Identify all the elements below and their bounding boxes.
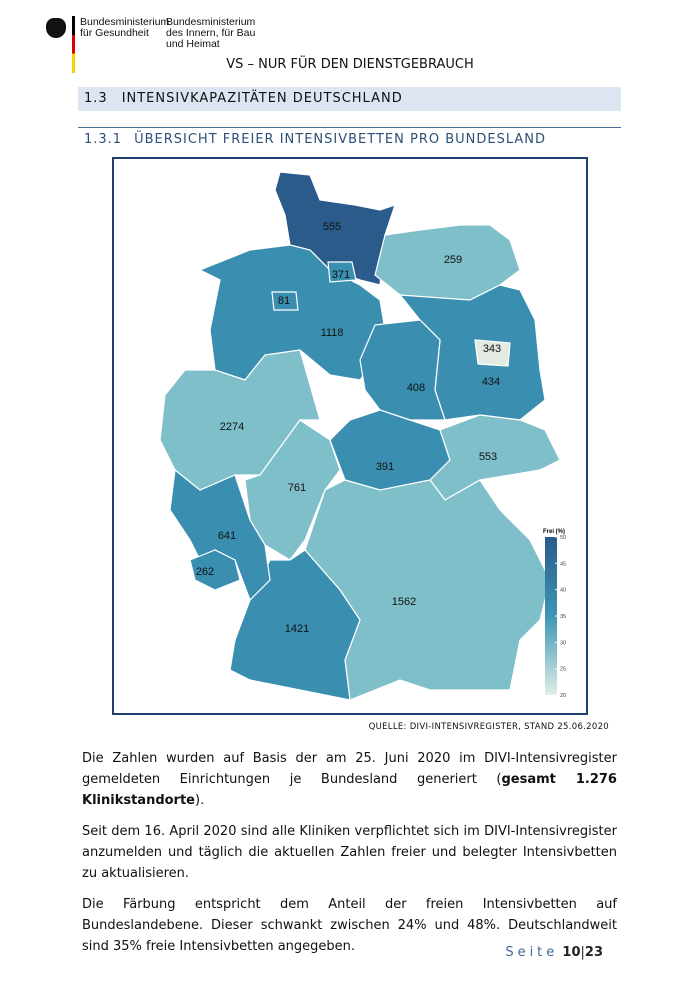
state	[429, 414, 561, 501]
state	[271, 291, 299, 311]
state	[274, 171, 396, 286]
region-label: 259	[444, 254, 462, 266]
ministry-health: Bundesministerium für Gesundheit	[80, 17, 169, 39]
text: Bundesministerium	[80, 16, 170, 28]
region-label: 391	[376, 461, 394, 473]
state	[474, 339, 511, 367]
text: für Gesundheit	[80, 27, 149, 39]
region-label: 1421	[285, 623, 309, 635]
legend: Frei (%) 20 25 30 35 40 45 50	[543, 529, 566, 699]
state	[169, 468, 271, 602]
legend-tick-label: 45	[560, 561, 566, 567]
paragraph: Die Färbung entspricht dem Anteil der fr…	[82, 897, 617, 954]
text: Bundesministerium	[166, 16, 256, 28]
section-number: 1.3	[84, 91, 108, 106]
text: und Heimat	[166, 38, 220, 50]
flag-bar	[72, 16, 75, 73]
legend-tick-label: 40	[560, 588, 566, 594]
classification: VS – NUR FÜR DEN DIENSTGEBRAUCH	[226, 57, 474, 72]
region-label: 343	[483, 343, 501, 355]
state	[327, 261, 357, 283]
region-label: 81	[278, 295, 290, 307]
region-label: 1562	[392, 596, 416, 608]
section-bar: 1.3 INTENSIVKAPAZITÄTEN DEUTSCHLAND	[78, 87, 621, 111]
rule	[78, 127, 621, 128]
region-label: 555	[323, 221, 341, 233]
text: Die Zahlen wurden auf Basis der am 25. J…	[82, 751, 617, 787]
states	[159, 171, 561, 701]
section-title: INTENSIVKAPAZITÄTEN DEUTSCHLAND	[121, 91, 403, 106]
region-label: 371	[332, 269, 350, 281]
colorbar	[545, 537, 557, 695]
page-number: 10	[562, 945, 581, 960]
paragraph: Die Zahlen wurden auf Basis der am 25. J…	[82, 748, 617, 811]
footer: Seite 10|23	[505, 945, 603, 960]
region-labels: 555 259 371 81 1118 343 434 408 2274 553…	[196, 221, 501, 635]
separator: |	[580, 945, 585, 960]
body-text: Die Zahlen wurden auf Basis der am 25. J…	[82, 748, 617, 957]
source: QUELLE: DIVI-INTENSIVREGISTER, STAND 25.…	[368, 722, 609, 732]
region-label: 553	[479, 451, 497, 463]
page-label: Seite	[505, 945, 559, 960]
legend-tick-label: 20	[560, 693, 566, 699]
subsection-number: 1.3.1	[84, 132, 123, 147]
paragraph: Seit dem 16. April 2020 sind alle Klinik…	[82, 824, 617, 881]
eagle	[46, 18, 66, 38]
legend-tick-label: 50	[560, 535, 566, 541]
region-label: 761	[288, 482, 306, 494]
state	[359, 319, 446, 421]
ministry-interior: Bundesministerium des Innern, für Bau und …	[166, 17, 255, 50]
region-label: 641	[218, 530, 236, 542]
region-label: 434	[482, 376, 500, 388]
region-label: 1118	[321, 327, 344, 339]
state	[189, 549, 241, 591]
legend-tick-label: 25	[560, 667, 566, 673]
page-total: 23	[584, 945, 603, 960]
text: ).	[195, 793, 205, 808]
text: des Innern, für Bau	[166, 27, 256, 39]
bold-text: gesamt 1.276 Klinikstandorte	[82, 772, 617, 808]
region-label: 262	[196, 566, 214, 578]
subsection-title: ÜBERSICHT FREIER INTENSIVBETTEN PRO BUND…	[134, 132, 547, 147]
region-label: 408	[407, 382, 425, 394]
legend-tick-label: 30	[560, 640, 566, 646]
legend-title: Frei (%)	[543, 529, 565, 535]
legend-tick-label: 35	[560, 614, 566, 620]
region-label: 2274	[220, 421, 244, 433]
subsection: 1.3.1 ÜBERSICHT FREIER INTENSIVBETTEN PRO…	[84, 132, 546, 147]
